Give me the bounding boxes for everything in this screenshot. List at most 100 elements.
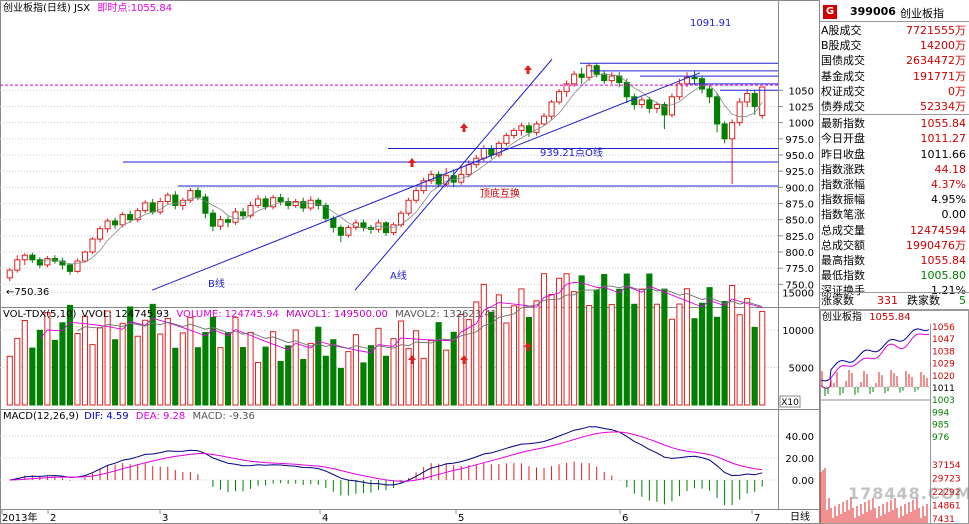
candle-body-up [586, 65, 593, 78]
volume-bar-up [307, 342, 314, 406]
volume-bar-down [239, 347, 247, 406]
candle-body-up [668, 96, 676, 116]
quote-value: 2634472万 [906, 54, 966, 68]
volume-bar-up [89, 344, 96, 406]
candle-body-up [217, 219, 224, 227]
price-chart[interactable]: 1050 1025 1000 975.0 950.0 925.0 900.0 875.0 850… [0, 0, 820, 524]
volume-bar-up [563, 273, 570, 406]
candle-body-up [608, 75, 615, 82]
volume-bar-up [420, 357, 427, 406]
volume-bar-down [300, 358, 307, 406]
candle-body-down [29, 254, 36, 261]
volume-bar-down [714, 316, 721, 406]
volume-tick-label: 15000 [782, 289, 814, 300]
quote-label: 深证换手 [821, 284, 865, 298]
candle-body-down [127, 213, 134, 221]
mini-title: 创业板指 [822, 312, 862, 323]
price-tick-label: 1025 [789, 102, 814, 113]
time-label: 3 [162, 513, 168, 524]
intraday-mini-chart[interactable]: 1056 1047 1038 1029 1020 1011 1003 994 985 976 371… [820, 310, 969, 524]
volume-bar-up [134, 335, 141, 406]
mini-volume-tick: 22292 [932, 488, 961, 498]
candle-body-up [247, 204, 254, 217]
quote-value: 1005.80 [920, 269, 967, 283]
quote-label: 国债成交 [821, 54, 865, 68]
candle-body-up [255, 198, 262, 206]
quote-row: 指数涨幅 4.37% [821, 177, 968, 192]
mavol2-value: MAVOL2: 132623.41 [395, 309, 498, 320]
candle-body-down [751, 93, 758, 107]
quote-row: 今日开盘 1011.27 [821, 131, 968, 146]
candle-body-down [112, 220, 119, 226]
candle-body-up [81, 251, 89, 262]
volume-bar-down [691, 318, 698, 406]
candle-body-down [315, 199, 322, 206]
volume-bar-down [751, 326, 758, 406]
mini-volume-tick: 29723 [932, 475, 961, 485]
volume-bar-down [322, 355, 329, 406]
quote-label: 指数涨跌 [821, 162, 865, 176]
quote-row: 权证成交 0万 [821, 84, 968, 99]
volume-bar-down [29, 347, 36, 406]
index-badge[interactable]: G [823, 5, 837, 19]
mini-volume-tick: 14861 [932, 502, 961, 512]
candle-body-down [262, 198, 269, 208]
mini-frame [820, 310, 969, 524]
macd-header: MACD(12,26,9) DIF: 4.59 DEA: 9.28 MACD: … [3, 411, 255, 423]
time-label: 7 [754, 513, 760, 524]
price-tick-label: 850.0 [785, 216, 814, 227]
volume-bar-down [367, 345, 375, 406]
candle-body-up [119, 213, 126, 226]
candle-body-up [510, 129, 517, 137]
mavol1-line [39, 281, 763, 354]
quote-label: 指数笔涨 [821, 208, 865, 222]
volume-bar-down [224, 331, 232, 406]
volume-bar-up [744, 297, 751, 406]
quote-label: 基金成交 [821, 69, 865, 83]
dea-line [9, 431, 763, 482]
volume-bar-up [44, 312, 51, 406]
up-count-label: 涨家数 [821, 294, 854, 307]
macd-tick-label: 0.00 [792, 476, 814, 487]
volume-bar-up [157, 333, 164, 406]
quote-row: 最新指数 1055.84 [821, 116, 968, 131]
candle-body-down [631, 96, 638, 106]
volume-bar-down [435, 322, 442, 406]
volume-bar-down [616, 288, 623, 406]
candle-body-down [172, 194, 179, 206]
top-bottom-swap-label: 顶底互换 [480, 187, 520, 200]
a-line-label: A线 [390, 269, 407, 282]
quote-value: 1.21% [931, 284, 966, 298]
time-label: 4 [322, 513, 328, 524]
quote-row: 指数笔涨 0.00 [821, 207, 968, 222]
volume-unit-label: X10 [781, 398, 799, 408]
period-label[interactable]: 日线 [790, 512, 810, 523]
mini-price-line [820, 328, 930, 382]
price-tick-label: 750.0 [785, 280, 814, 291]
candle-body-up [187, 190, 194, 201]
candle-body-down [488, 148, 495, 156]
volume-bar-up [638, 288, 645, 406]
candle-body-down [661, 104, 668, 116]
volume-signal-arrow [524, 342, 532, 351]
volume-bar-up [375, 327, 382, 406]
volume-header: VOL-TDX(5,10) VVOL: 124745.93 VOLUME: 12… [3, 309, 497, 321]
quote-label: 最低指数 [821, 269, 865, 283]
quote-value: 191771万 [913, 69, 966, 83]
candle-body-up [676, 83, 683, 98]
candle-body-up [503, 135, 510, 144]
volume-bar-down [525, 316, 533, 406]
candle-body-up [21, 254, 28, 261]
candle-body-up [164, 194, 171, 203]
volume-bar-up [74, 332, 81, 406]
quote-label: 昨日收盘 [821, 147, 865, 161]
quote-row: 最高指数 1055.84 [821, 253, 968, 268]
quote-label: 总成交量 [821, 223, 865, 237]
a-trendline [354, 58, 553, 291]
volume-bar-up [653, 303, 660, 406]
candle-body-down [239, 211, 247, 217]
volume-bar-up [759, 310, 766, 406]
volume-bar-down [172, 347, 179, 406]
side-panel-header: G 399006 创业板指 [820, 2, 969, 22]
candle-body-down [202, 196, 209, 214]
